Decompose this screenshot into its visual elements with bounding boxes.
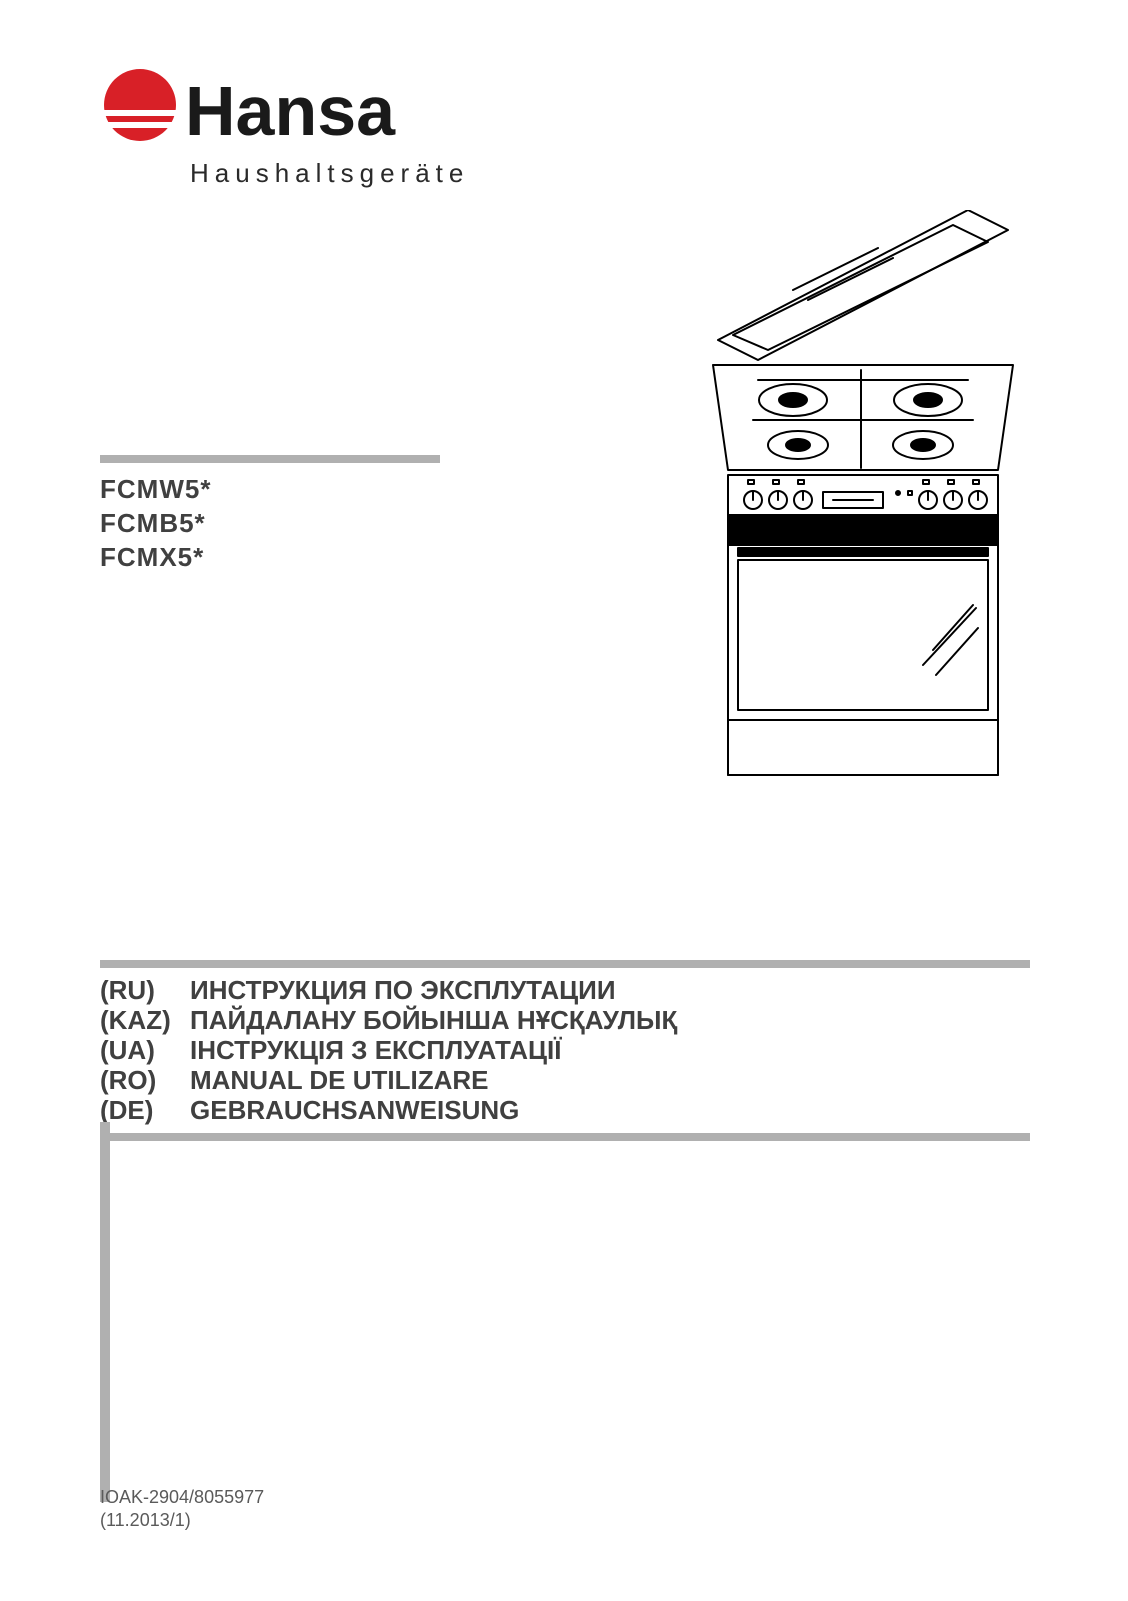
model-line: FCMW5* (100, 473, 440, 507)
language-row: (KAZ) ПАЙДАЛАНУ БОЙЫНША НҰСҚАУЛЫҚ (100, 1006, 1030, 1036)
brand-logo: Hansa Haushaltsgeräte (100, 60, 469, 189)
divider-bar (100, 1133, 1030, 1141)
vertical-divider (100, 1122, 110, 1502)
language-label: MANUAL DE UTILIZARE (190, 1066, 489, 1096)
product-illustration (698, 210, 1028, 785)
brand-tagline: Haushaltsgeräte (190, 158, 469, 189)
language-code: (DE) (100, 1096, 190, 1126)
language-row: (DE) GEBRAUCHSANWEISUNG (100, 1096, 1030, 1126)
model-line: FCMX5* (100, 541, 440, 575)
divider-bar (100, 455, 440, 463)
footer-code: IOAK-2904/8055977 (100, 1486, 264, 1509)
language-row: (RO) MANUAL DE UTILIZARE (100, 1066, 1030, 1096)
language-code: (KAZ) (100, 1006, 190, 1036)
language-row: (RU) ИНСТРУКЦИЯ ПО ЭКСПЛУТАЦИИ (100, 976, 1030, 1006)
language-code: (RU) (100, 976, 190, 1006)
language-label: GEBRAUCHSANWEISUNG (190, 1096, 519, 1126)
footer-date: (11.2013/1) (100, 1509, 264, 1532)
language-list-block: (RU) ИНСТРУКЦИЯ ПО ЭКСПЛУТАЦИИ (KAZ) ПАЙ… (100, 960, 1030, 1141)
brand-wordmark: Hansa (185, 72, 396, 150)
language-code: (UA) (100, 1036, 190, 1066)
language-label: ПАЙДАЛАНУ БОЙЫНША НҰСҚАУЛЫҚ (190, 1006, 677, 1036)
language-code: (RO) (100, 1066, 190, 1096)
language-label: ИНСТРУКЦИЯ ПО ЭКСПЛУТАЦИИ (190, 976, 616, 1006)
divider-bar (100, 960, 1030, 968)
model-line: FCMB5* (100, 507, 440, 541)
document-footer: IOAK-2904/8055977 (11.2013/1) (100, 1486, 264, 1531)
hansa-logo-svg: Hansa (100, 60, 440, 160)
language-label: ІНСТРУКЦІЯ З ЕКСПЛУАТАЦІЇ (190, 1036, 561, 1066)
model-number-block: FCMW5* FCMB5* FCMX5* (100, 455, 440, 574)
language-row: (UA) ІНСТРУКЦІЯ З ЕКСПЛУАТАЦІЇ (100, 1036, 1030, 1066)
